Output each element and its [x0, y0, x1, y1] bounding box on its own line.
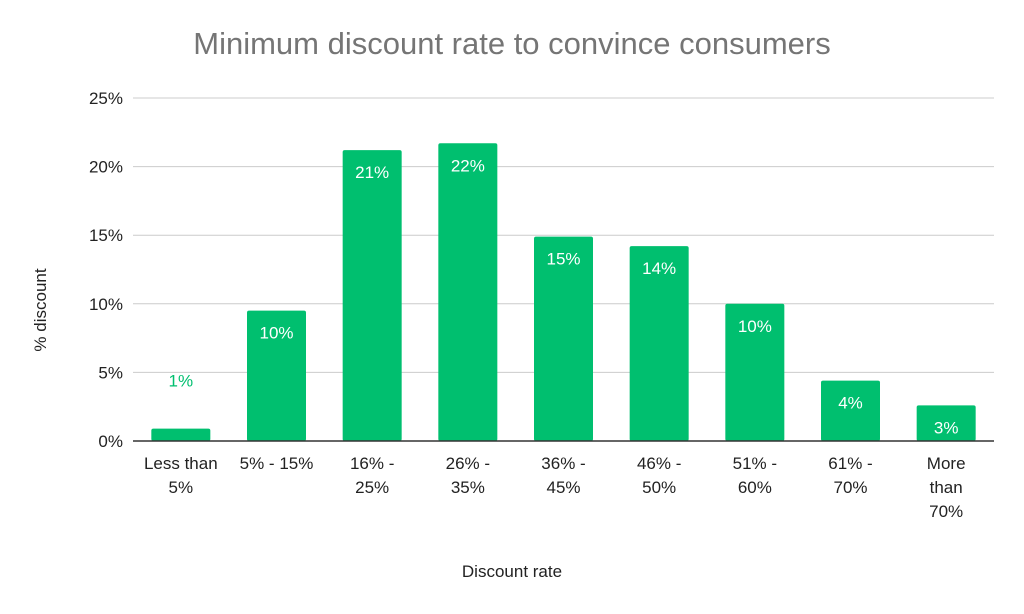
x-tick-label: 16% - 25% — [350, 454, 394, 497]
x-tick-label-line: 5% - 15% — [240, 454, 314, 473]
data-label: 14% — [642, 259, 676, 278]
y-tick-label: 0% — [98, 432, 123, 451]
data-label: 10% — [738, 317, 772, 336]
bar — [629, 246, 689, 441]
bar — [821, 380, 880, 441]
x-tick-label: 61% - 70% — [828, 454, 872, 497]
y-tick-label: 20% — [89, 158, 123, 177]
data-label: 3% — [934, 418, 959, 437]
data-label: 22% — [451, 156, 485, 175]
data-label: 15% — [546, 250, 580, 269]
x-tick-label: 51% - 60% — [733, 454, 777, 497]
data-label: 10% — [259, 324, 293, 343]
y-tick-label: 10% — [89, 295, 123, 314]
x-tick-label-line: 25% — [355, 478, 389, 497]
chart-title: Minimum discount rate to convince consum… — [193, 26, 831, 61]
x-tick-label-line: 50% — [642, 478, 676, 497]
data-label: 1% — [169, 372, 194, 391]
data-label: 4% — [838, 394, 863, 413]
x-axis-title: Discount rate — [461, 562, 563, 581]
x-tick-label: 46% - 50% — [637, 454, 681, 497]
x-tick-label-line: 26% - — [446, 454, 490, 473]
data-label: 21% — [355, 163, 389, 182]
bar — [916, 405, 976, 441]
x-tick-label: 26% - 35% — [446, 454, 490, 497]
x-tick-label: 36% - 45% — [541, 454, 585, 497]
x-tick-label-line: 46% - — [637, 454, 681, 473]
x-tick-label-line: than — [930, 478, 963, 497]
x-tick-label-line: 36% - — [541, 454, 585, 473]
x-tick-label: More than 70% — [927, 454, 966, 521]
y-tick-label: 25% — [89, 89, 123, 108]
y-tick-label: 5% — [98, 363, 123, 382]
y-axis-title: % discount — [31, 268, 50, 352]
y-tick-label: 15% — [89, 226, 123, 245]
bar — [725, 303, 785, 441]
x-tick-label-line: 16% - — [350, 454, 394, 473]
bar — [247, 310, 306, 441]
x-tick-label-line: 51% - — [733, 454, 777, 473]
x-tick-label-line: 45% — [546, 478, 580, 497]
bar — [151, 428, 211, 441]
bar — [534, 236, 593, 441]
x-tick-label-line: 70% — [833, 478, 867, 497]
x-tick-label-line: More — [927, 454, 966, 473]
x-tick-label-line: 61% - — [828, 454, 872, 473]
x-tick-label: 5% - 15% — [240, 454, 314, 473]
x-tick-label: Less than 5% — [144, 454, 218, 497]
x-tick-label-line: 35% — [451, 478, 485, 497]
x-tick-label-line: 60% — [738, 478, 772, 497]
bar — [342, 150, 402, 442]
x-tick-label-line: Less than — [144, 454, 218, 473]
bar — [438, 143, 498, 441]
x-tick-label-line: 5% — [169, 478, 194, 497]
x-tick-label-line: 70% — [929, 502, 963, 521]
